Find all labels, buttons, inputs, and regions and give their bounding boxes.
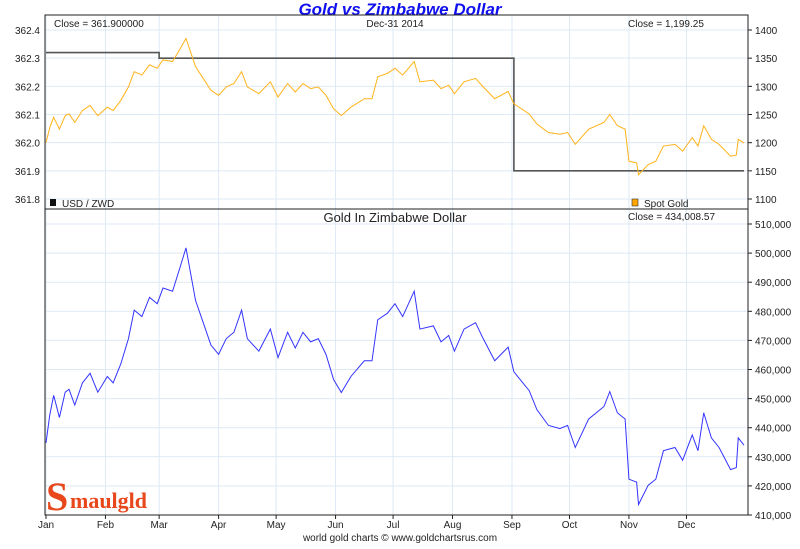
bottom-axis-tick-label: 500,000 [755, 249, 792, 260]
smaulgld-logo: S maulgld [46, 474, 147, 519]
right-axis-tick-label: 1300 [755, 82, 778, 93]
footer-credit: world gold charts © www.goldchartsrus.co… [302, 533, 497, 544]
x-tick-label-may: May [267, 520, 286, 531]
right-axis-tick-label: 1400 [755, 26, 778, 37]
legend-usd-zwd: USD / ZWD [62, 199, 114, 210]
left-axis-tick-label: 362.3 [15, 54, 40, 65]
x-tick-label-feb: Feb [97, 520, 115, 531]
bottom-axis-tick-label: 470,000 [755, 336, 792, 347]
gold-close-label: Close = 1,199.25 [628, 19, 704, 30]
bottom-axis-tick-label: 480,000 [755, 307, 792, 318]
top-panel-frame [44, 14, 749, 210]
bottom-axis-tick-label: 430,000 [755, 453, 792, 464]
right-axis-tick-label: 1150 [755, 167, 777, 178]
spot-gold-line [45, 37, 745, 176]
bottom-axis-tick-label: 420,000 [755, 482, 792, 493]
x-tick-label-nov: Nov [620, 520, 638, 531]
right-axis-tick-label: 1200 [755, 139, 778, 150]
chart-title: Gold vs Zimbabwe Dollar [298, 0, 502, 19]
zwd-gold-close-label: Close = 434,008.57 [628, 212, 715, 223]
bottom-axis-tick-label: 460,000 [755, 366, 792, 377]
spot-gold-legend-swatch [631, 198, 639, 207]
left-axis-tick-label: 361.9 [15, 167, 40, 178]
svg-text:S: S [46, 474, 68, 519]
x-tick-label-jul: Jul [387, 520, 400, 531]
bottom-axis-tick-label: 490,000 [755, 278, 792, 289]
axes: Jan Feb Mar Apr May Jun Jul Aug Sep Oct Nov Dec 362.… [15, 26, 792, 531]
chart-marks [45, 37, 745, 507]
bottom-axis-tick-label: 410,000 [755, 511, 792, 522]
date-label: Dec-31 2014 [366, 19, 424, 30]
grid [45, 15, 748, 516]
x-tick-label-aug: Aug [444, 520, 462, 531]
x-tick-label-mar: Mar [151, 520, 169, 531]
left-axis-tick-label: 362.0 [15, 139, 40, 150]
bottom-axis-tick-label: 510,000 [755, 220, 792, 231]
usd-zwd-legend-swatch [50, 199, 56, 206]
gold-in-zwd-line [45, 247, 745, 507]
x-tick-label-sep: Sep [503, 520, 521, 531]
right-axis-tick-label: 1250 [755, 111, 778, 122]
x-tick-label-jan: Jan [38, 520, 54, 531]
bottom-panel-title: Gold In Zimbabwe Dollar [323, 210, 467, 225]
x-tick-label-oct: Oct [562, 520, 578, 531]
usd-zwd-close-label: Close = 361.900000 [54, 19, 144, 30]
usd-zwd-line [46, 51, 744, 172]
x-tick-label-jun: Jun [327, 520, 343, 531]
right-axis-tick-label: 1100 [755, 195, 777, 206]
x-tick-label-dec: Dec [678, 520, 696, 531]
left-axis-tick-label: 362.2 [15, 82, 40, 93]
x-tick-label-apr: Apr [211, 520, 227, 531]
left-axis-tick-label: 361.8 [15, 195, 40, 206]
legend-spot-gold: Spot Gold [644, 199, 688, 210]
svg-text:maulgld: maulgld [70, 488, 147, 513]
left-axis-tick-label: 362.1 [15, 111, 40, 122]
bottom-panel-frame [44, 208, 749, 516]
bottom-axis-tick-label: 450,000 [755, 395, 792, 406]
bottom-axis-tick-label: 440,000 [755, 424, 792, 435]
right-axis-tick-label: 1350 [755, 54, 778, 65]
left-axis-tick-label: 362.4 [15, 26, 40, 37]
